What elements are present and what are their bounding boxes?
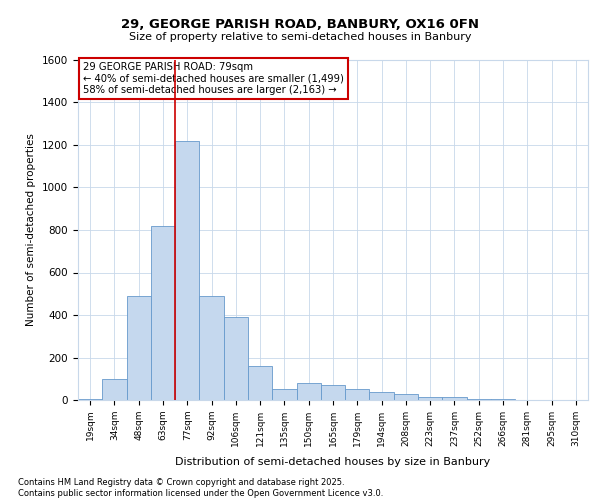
Bar (151, 226, 175, 400)
Bar (78, 399, 102, 400)
Bar (296, 383, 321, 400)
Bar (127, 296, 151, 400)
Bar (224, 317, 248, 400)
Bar (321, 385, 345, 400)
Text: 29 GEORGE PARISH ROAD: 79sqm
← 40% of semi-detached houses are smaller (1,499)
5: 29 GEORGE PARISH ROAD: 79sqm ← 40% of se… (83, 62, 344, 95)
Text: Size of property relative to semi-detached houses in Banbury: Size of property relative to semi-detach… (129, 32, 471, 42)
Bar (199, 296, 224, 400)
Bar (248, 366, 272, 400)
Bar (442, 398, 467, 400)
Bar (102, 379, 127, 400)
Bar (394, 394, 418, 400)
Text: Contains HM Land Registry data © Crown copyright and database right 2025.
Contai: Contains HM Land Registry data © Crown c… (18, 478, 383, 498)
Text: 29, GEORGE PARISH ROAD, BANBURY, OX16 0FN: 29, GEORGE PARISH ROAD, BANBURY, OX16 0F… (121, 18, 479, 30)
X-axis label: Distribution of semi-detached houses by size in Banbury: Distribution of semi-detached houses by … (175, 457, 491, 467)
Bar (418, 398, 442, 400)
Bar (491, 399, 515, 400)
Y-axis label: Number of semi-detached properties: Number of semi-detached properties (26, 134, 37, 326)
Bar (175, 140, 199, 400)
Bar (467, 399, 491, 400)
Bar (272, 390, 296, 400)
Bar (370, 392, 394, 400)
Bar (345, 390, 370, 400)
